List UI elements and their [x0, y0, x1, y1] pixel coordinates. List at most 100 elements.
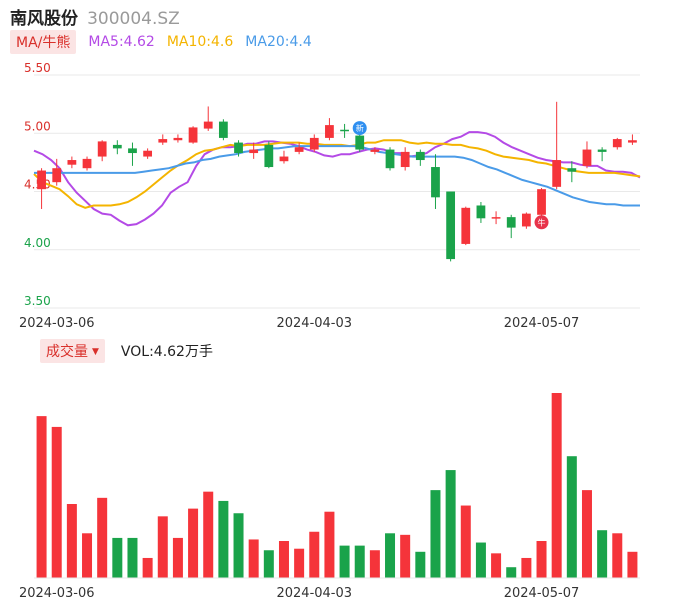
candle-down [567, 168, 577, 172]
volume-bar-up [324, 511, 335, 578]
x-tick-label: 2024-04-03 [276, 316, 352, 331]
volume-bar-up [278, 541, 289, 578]
volume-bar-up [627, 551, 638, 578]
candle-up [309, 137, 319, 150]
stock-header: 南风股份 300004.SZ [10, 4, 180, 29]
volume-bar-up [369, 550, 380, 578]
candle-up [173, 137, 183, 141]
volume-bar-down [339, 545, 350, 578]
volume-bar-up [188, 508, 199, 578]
candle-up [325, 125, 334, 138]
y-tick-label: 4.00 [24, 236, 51, 250]
volume-bar-up [248, 539, 259, 578]
candle-up [52, 168, 62, 183]
candle-down [112, 144, 122, 149]
volume-bar-up [536, 541, 547, 578]
bull-marker-label: 牛 [538, 217, 546, 227]
volume-bar-up [203, 491, 214, 578]
candle-up [203, 121, 213, 129]
volume-bar-up [82, 533, 93, 578]
volume-x-tick-label: 2024-03-06 [19, 586, 95, 601]
stock-name: 南风股份 [10, 9, 78, 29]
volume-bar-down [566, 456, 577, 578]
candle-up [582, 149, 592, 166]
volume-bar-up [460, 505, 471, 578]
candle-down [385, 149, 395, 169]
candle-up [143, 150, 153, 157]
candle-up [491, 217, 501, 219]
candle-up [97, 141, 107, 157]
ma5-line [33, 131, 641, 227]
candle-up [67, 160, 77, 165]
candle-down [234, 142, 243, 154]
candle-up [82, 158, 92, 169]
volume-bar-up [551, 393, 562, 578]
candle-up [188, 127, 198, 143]
candle-up [294, 147, 304, 152]
stock-code: 300004.SZ [87, 9, 180, 29]
candle-down [128, 148, 137, 154]
ma20-line [34, 145, 640, 207]
volume-bar-down [415, 551, 426, 578]
candle-down [355, 135, 365, 150]
volume-value: VOL:4.62万手 [120, 344, 213, 360]
candle-up [370, 149, 380, 152]
candle-down [506, 217, 516, 228]
volume-bar-down [430, 490, 441, 578]
candle-down [431, 167, 440, 198]
volume-bar-up [51, 426, 62, 578]
candle-up [552, 160, 562, 187]
volume-bar-down [218, 500, 229, 578]
candle-up [537, 189, 546, 215]
bull-marker [534, 215, 549, 230]
ma-toggle-button[interactable]: MA/牛熊 [10, 30, 77, 54]
ma10-legend: MA10:4.6 [166, 34, 234, 50]
candle-up [628, 140, 637, 143]
candle-up [521, 213, 531, 227]
candle-up [461, 207, 471, 244]
candle-up [37, 170, 46, 190]
volume-legend: 成交量 ▼ VOL:4.62万手 [40, 339, 213, 363]
ma20-legend: MA20:4.4 [245, 34, 312, 50]
y-tick-label: 3.50 [24, 294, 51, 308]
volume-bar-down [597, 530, 608, 578]
y-tick-label: 5.00 [24, 119, 51, 133]
news-marker-label: 新 [356, 123, 364, 133]
candle-down [218, 121, 228, 138]
ma10-line [33, 139, 641, 209]
candle-up [400, 151, 410, 168]
volume-bar-up [142, 557, 153, 578]
candle-down [597, 149, 607, 152]
candle-down [415, 151, 425, 161]
ma5-legend: MA5:4.62 [88, 34, 155, 50]
volume-toggle-label: 成交量 [46, 344, 88, 360]
volume-bar-up [66, 504, 77, 578]
volume-bar-down [385, 533, 396, 578]
volume-bar-down [263, 550, 274, 578]
x-tick-label: 2024-05-07 [504, 316, 580, 331]
volume-bar-up [400, 534, 411, 578]
candle-down [446, 191, 456, 260]
candle-up [279, 156, 289, 162]
volume-bar-up [36, 416, 47, 578]
volume-x-tick-label: 2024-05-07 [504, 586, 580, 601]
volume-bar-down [475, 542, 486, 578]
ma-legend: MA/牛熊 MA5:4.62 MA10:4.6 MA20:4.4 [10, 30, 312, 54]
volume-bar-up [491, 553, 502, 578]
volume-bar-up [97, 497, 108, 578]
candle-down [476, 205, 486, 219]
volume-toggle-button[interactable]: 成交量 ▼ [40, 339, 105, 363]
volume-bar-up [157, 516, 168, 578]
candle-down [264, 144, 274, 168]
candle-up [249, 149, 259, 154]
volume-bar-down [506, 567, 517, 578]
volume-bar-up [172, 537, 183, 578]
volume-bar-up [521, 557, 532, 578]
caret-down-icon: ▼ [92, 347, 99, 357]
y-tick-label: 5.50 [24, 61, 51, 75]
volume-bar-down [112, 537, 123, 578]
volume-bar-down [127, 537, 138, 578]
candle-up [158, 139, 168, 143]
volume-bar-up [581, 490, 592, 578]
